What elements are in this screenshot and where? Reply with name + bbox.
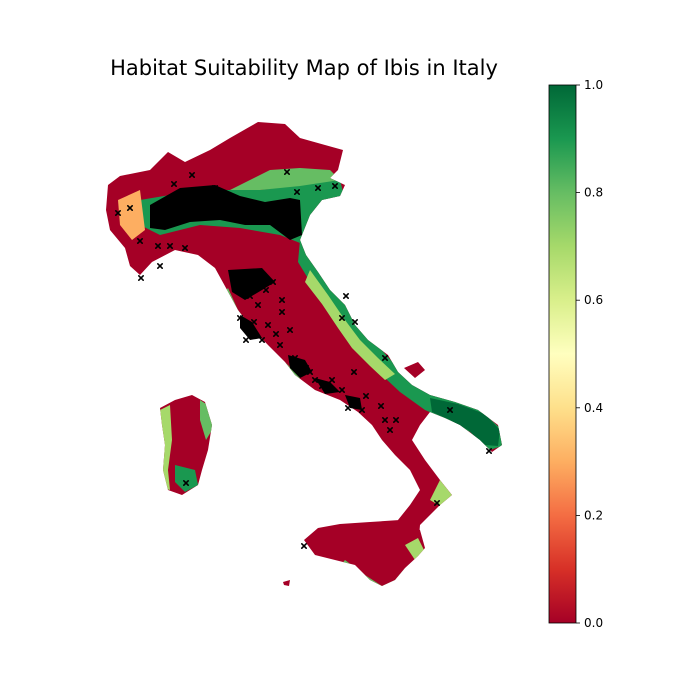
colorbar-tick-label: 0.4 xyxy=(584,401,603,415)
occurrence-marker xyxy=(300,542,308,550)
occurrence-points xyxy=(115,169,493,550)
occurrence-marker xyxy=(237,314,243,322)
occurrence-marker xyxy=(182,245,188,251)
colorbar-tick-label: 0.2 xyxy=(584,508,603,522)
colorbar-tick-label: 0.8 xyxy=(584,186,603,200)
occurrence-marker xyxy=(446,406,454,414)
occurrence-marker xyxy=(311,376,319,384)
occurrence-marker xyxy=(344,404,352,412)
occurrence-marker xyxy=(269,278,277,286)
colorbar-tick-label: 1.0 xyxy=(584,78,603,92)
occurrence-marker xyxy=(358,406,366,414)
chart-title: Habitat Suitability Map of Ibis in Italy xyxy=(110,56,498,80)
occurrence-marker xyxy=(433,499,441,507)
occurrence-marker xyxy=(283,169,291,175)
occurrence-marker xyxy=(328,376,336,384)
occurrence-marker xyxy=(272,330,280,338)
occurrence-marker xyxy=(138,274,144,282)
occurrence-marker xyxy=(338,314,346,322)
occurrence-marker xyxy=(155,243,161,249)
occurrence-marker xyxy=(233,272,239,280)
occurrence-marker xyxy=(296,361,304,369)
occurrence-marker xyxy=(137,238,143,244)
occurrence-marker xyxy=(115,210,121,216)
occurrence-marker xyxy=(171,181,177,187)
occurrence-marker xyxy=(262,286,270,294)
occurrence-marker xyxy=(351,318,359,326)
occurrence-marker xyxy=(258,336,266,344)
occurrence-cluster-coast xyxy=(240,315,262,340)
suitability-sicily-east xyxy=(405,538,424,560)
occurrence-marker xyxy=(243,336,249,344)
occurrence-marker xyxy=(362,392,370,400)
colorbar-gradient xyxy=(548,84,577,624)
occurrence-marker xyxy=(386,426,394,434)
occurrence-marker xyxy=(183,479,189,487)
occurrence-marker xyxy=(293,189,301,195)
occurrence-marker xyxy=(241,284,247,292)
occurrence-marker xyxy=(326,385,334,393)
occurrence-marker xyxy=(167,243,173,249)
occurrence-marker xyxy=(318,382,326,390)
habitat-map xyxy=(106,122,502,586)
occurrence-cluster-lazio xyxy=(288,355,312,378)
occurrence-marker xyxy=(264,321,272,329)
occurrence-clusters xyxy=(150,185,362,410)
occurrence-marker xyxy=(157,262,163,270)
occurrence-marker xyxy=(302,364,310,372)
occurrence-cluster-po xyxy=(150,185,302,240)
occurrence-marker xyxy=(212,185,218,191)
occurrence-marker xyxy=(314,185,322,191)
occurrence-marker xyxy=(278,308,286,316)
suitability-alps-band xyxy=(118,190,145,240)
occurrence-marker xyxy=(381,354,389,362)
occurrence-marker xyxy=(350,400,358,408)
occurrence-marker xyxy=(286,326,294,334)
occurrence-marker xyxy=(276,341,284,349)
occurrence-marker xyxy=(485,447,493,455)
colorbar-tick-label: 0.0 xyxy=(584,616,603,630)
occurrence-marker xyxy=(127,205,133,211)
occurrence-marker xyxy=(331,183,339,189)
occurrence-marker xyxy=(251,318,258,326)
occurrence-marker xyxy=(381,416,389,424)
occurrence-cluster-campania xyxy=(315,378,340,394)
occurrence-marker xyxy=(291,354,299,362)
occurrence-marker xyxy=(247,292,253,300)
colorbar-ticks: 0.0 0.2 0.4 0.6 0.8 1.0 xyxy=(576,78,603,630)
suitability-alps-band-2 xyxy=(230,168,340,190)
occurrence-marker xyxy=(377,402,385,410)
colorbar: 0.0 0.2 0.4 0.6 0.8 1.0 xyxy=(548,78,603,630)
suitability-calabria-coast xyxy=(430,480,452,506)
suitability-adriatic-fringe xyxy=(305,270,395,380)
colorbar-tick-label: 0.6 xyxy=(584,293,603,307)
suitability-apulia xyxy=(430,398,500,446)
occurrence-marker xyxy=(278,296,286,304)
occurrence-marker xyxy=(350,368,358,376)
occurrence-cluster-tuscany xyxy=(228,268,275,300)
occurrence-marker xyxy=(342,292,350,300)
occurrence-marker xyxy=(392,416,400,424)
occurrence-marker xyxy=(338,386,346,394)
occurrence-marker xyxy=(255,301,262,309)
occurrence-marker xyxy=(189,172,195,178)
suitability-sardinia-south xyxy=(175,465,198,492)
